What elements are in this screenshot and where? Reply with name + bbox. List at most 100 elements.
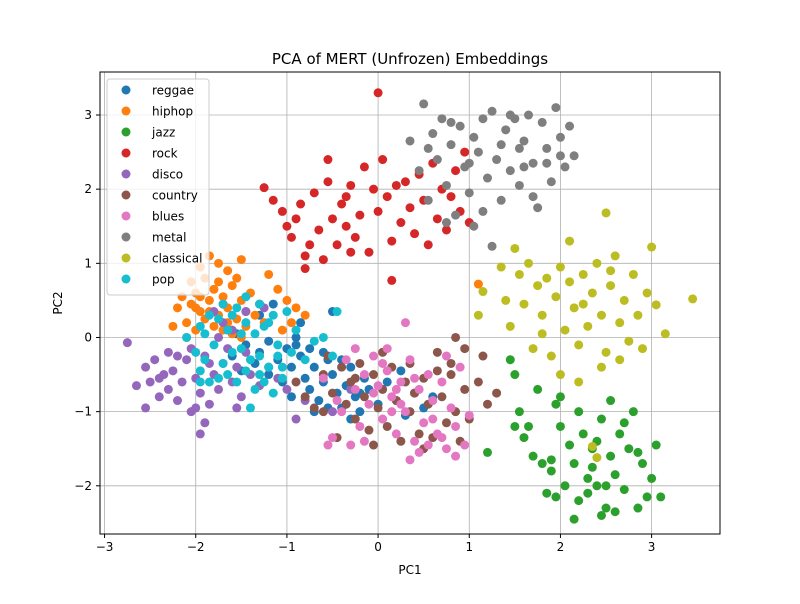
data-point-classical [510, 243, 520, 253]
data-point-pop [214, 373, 224, 383]
data-point-reggae [328, 370, 337, 380]
data-points [122, 88, 698, 524]
data-point-blues [405, 455, 415, 465]
data-point-blues [359, 370, 369, 380]
data-point-blues [455, 362, 465, 372]
data-point-classical [633, 310, 643, 320]
data-point-country [441, 418, 451, 428]
legend-label-hiphop: hiphop [152, 105, 193, 119]
data-point-jazz [606, 396, 616, 406]
data-point-blues [318, 373, 328, 383]
data-point-blues [337, 407, 347, 417]
data-point-rock [396, 218, 406, 228]
data-point-reggae [286, 362, 296, 372]
data-point-classical [601, 347, 611, 357]
data-point-jazz [519, 433, 529, 443]
legend-marker-rock [121, 148, 131, 158]
axis-ticks: −3 −2 −1 0 1 2 3 −2 −1 0 1 2 3 [74, 108, 655, 554]
data-point-blues [423, 440, 433, 450]
legend-box [106, 78, 210, 296]
data-point-pop [195, 366, 205, 376]
data-point-metal [542, 158, 552, 168]
data-point-reggae [305, 384, 315, 394]
data-point-classical [688, 294, 698, 304]
data-point-rock [446, 192, 456, 202]
chart-title: PCA of MERT (Unfrozen) Embeddings [272, 50, 548, 68]
data-point-jazz [537, 459, 547, 469]
data-point-jazz [551, 492, 561, 502]
data-point-metal [473, 147, 483, 157]
data-point-country [309, 403, 319, 413]
data-point-blues [369, 351, 379, 361]
data-point-classical [569, 303, 579, 313]
data-point-metal [551, 103, 561, 113]
data-point-metal [560, 162, 570, 172]
data-point-metal [441, 180, 451, 190]
data-point-country [300, 392, 310, 402]
data-point-disco [204, 399, 214, 409]
data-point-blues [378, 414, 388, 424]
data-point-jazz [528, 451, 538, 461]
data-point-reggae [264, 370, 274, 380]
data-point-disco [214, 332, 224, 342]
data-point-metal [455, 121, 465, 131]
data-point-pop [250, 384, 260, 394]
y-tick-label: 2 [84, 182, 92, 196]
data-point-blues [428, 396, 438, 406]
data-point-metal [569, 151, 579, 161]
data-point-hiphop [250, 310, 260, 320]
data-point-pop [332, 307, 342, 317]
data-point-rock [277, 206, 287, 216]
data-point-classical [478, 287, 488, 297]
x-tick-label: 3 [648, 540, 656, 554]
data-point-rock [341, 192, 351, 202]
data-point-hiphop [182, 318, 192, 328]
data-point-blues [323, 440, 333, 450]
data-point-blues [460, 440, 470, 450]
data-point-hiphop [282, 295, 292, 305]
data-point-rock [259, 183, 269, 193]
data-point-metal [519, 162, 529, 172]
data-point-rock [405, 203, 415, 213]
data-point-blues [359, 436, 369, 446]
data-point-pop [236, 329, 246, 339]
data-point-blues [346, 440, 356, 450]
data-point-jazz [596, 414, 606, 424]
data-point-jazz [651, 440, 661, 450]
data-point-country [341, 399, 351, 409]
legend-marker-classical [121, 253, 131, 263]
y-tick-label: 0 [84, 330, 92, 344]
data-point-classical [660, 329, 670, 339]
data-point-reggae [291, 340, 301, 350]
data-point-metal [487, 106, 497, 116]
data-point-rock [300, 264, 310, 274]
data-point-rock [305, 240, 315, 250]
legend-label-country: country [152, 189, 198, 203]
data-point-disco [200, 418, 210, 428]
data-point-classical [505, 321, 515, 331]
data-point-disco [131, 381, 141, 391]
data-point-metal [528, 192, 538, 202]
data-point-classical [638, 344, 647, 354]
data-point-jazz [555, 392, 565, 402]
data-point-rock [364, 247, 374, 257]
data-point-jazz [505, 355, 515, 365]
data-point-reggae [309, 362, 319, 372]
data-point-rock [323, 155, 333, 165]
data-point-classical [496, 262, 506, 272]
data-point-jazz [610, 470, 620, 480]
data-point-pop [241, 318, 251, 328]
y-tick-label: 3 [84, 108, 92, 122]
data-point-classical [546, 351, 556, 361]
data-point-reggae [314, 396, 324, 406]
data-point-blues [341, 355, 351, 365]
data-point-metal [542, 143, 552, 153]
y-tick-label: 1 [84, 256, 92, 270]
data-point-rock [282, 221, 292, 231]
data-point-jazz [569, 514, 579, 524]
data-point-jazz [514, 407, 524, 417]
data-point-classical [574, 340, 584, 350]
data-point-hiphop [209, 284, 219, 294]
data-point-blues [369, 388, 379, 398]
data-point-blues [464, 410, 474, 420]
